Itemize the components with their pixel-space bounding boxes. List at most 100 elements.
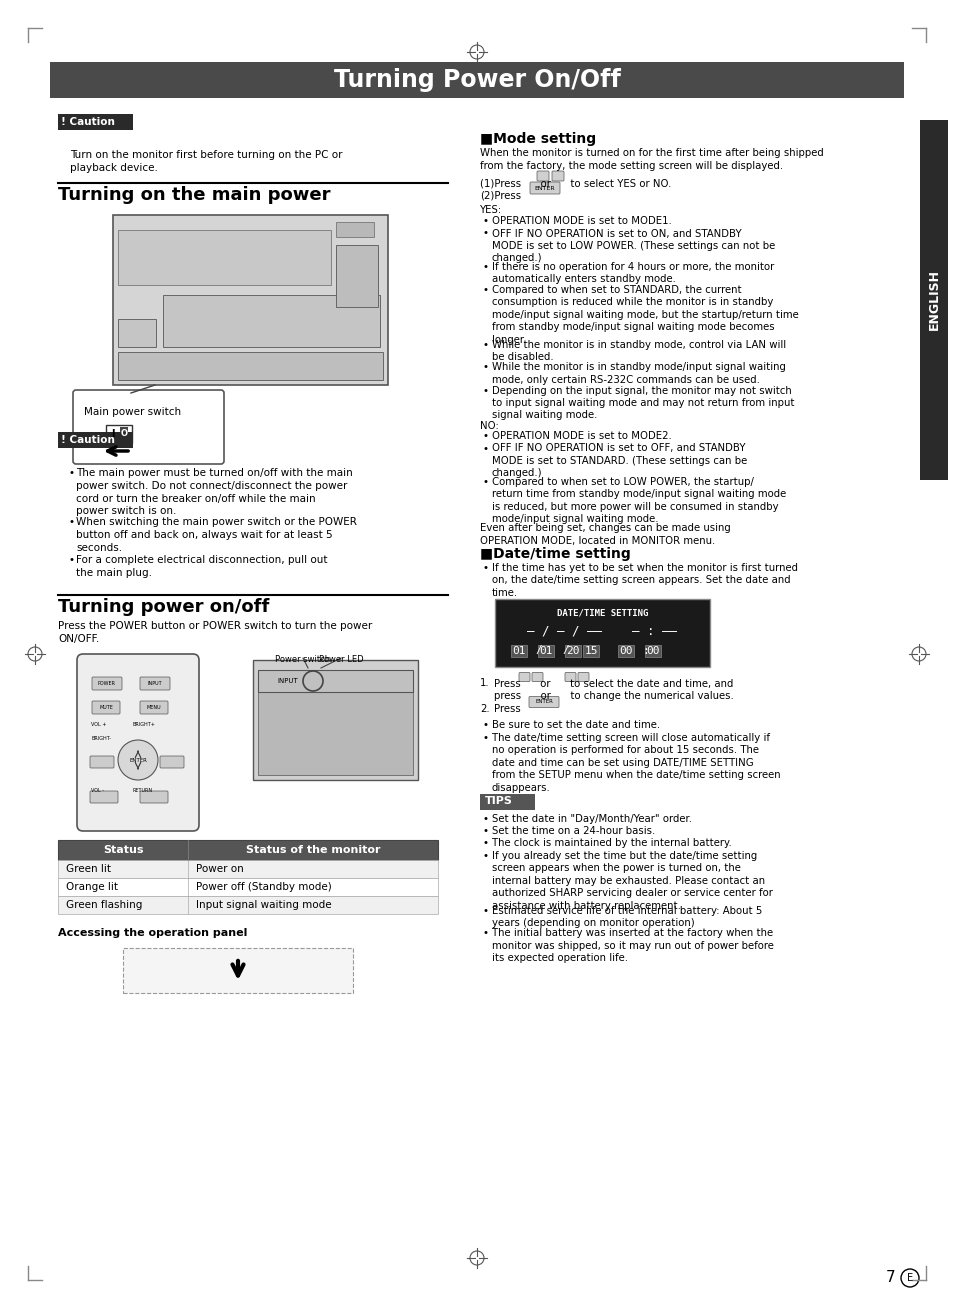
Bar	[582, 645, 598, 657]
Text: Power off (Standby mode): Power off (Standby mode)	[195, 882, 332, 892]
FancyBboxPatch shape	[529, 696, 558, 708]
Bar	[537, 645, 554, 657]
Text: Estimated service life of the internal battery: About 5
years (depending on moni: Estimated service life of the internal b…	[492, 905, 761, 927]
Bar	[618, 645, 634, 657]
Text: Compared to when set to STANDARD, the current
consumption is reduced while the m: Compared to when set to STANDARD, the cu…	[492, 285, 798, 344]
FancyBboxPatch shape	[90, 756, 113, 768]
Text: POWER: POWER	[98, 681, 116, 685]
Circle shape	[118, 740, 158, 780]
Text: 01: 01	[512, 646, 525, 655]
Bar	[118, 352, 382, 381]
FancyBboxPatch shape	[91, 701, 120, 714]
Text: If there is no operation for 4 hours or more, the monitor
automatically enters s: If there is no operation for 4 hours or …	[492, 262, 774, 284]
FancyBboxPatch shape	[160, 756, 184, 768]
Text: VOL -: VOL -	[91, 787, 104, 793]
FancyBboxPatch shape	[73, 390, 224, 464]
FancyBboxPatch shape	[532, 672, 542, 681]
Text: •: •	[482, 443, 489, 454]
Text: RETURN: RETURN	[132, 787, 153, 793]
Text: Press: Press	[494, 705, 520, 714]
Text: 15: 15	[583, 646, 598, 655]
Text: •: •	[482, 386, 489, 395]
Text: 00: 00	[618, 646, 632, 655]
Text: Power LED: Power LED	[318, 655, 363, 664]
Text: The initial battery was inserted at the factory when the
monitor was shipped, so: The initial battery was inserted at the …	[492, 929, 773, 963]
Bar	[58, 859, 437, 878]
Bar	[120, 426, 128, 441]
Text: •: •	[482, 432, 489, 441]
Text: The main power must be turned on/off with the main
power switch. Do not connect/: The main power must be turned on/off wit…	[76, 468, 353, 517]
Text: •: •	[482, 825, 489, 836]
Text: MUTE: MUTE	[99, 705, 112, 710]
Text: E: E	[906, 1273, 912, 1283]
Text: OPERATION MODE is set to MODE1.: OPERATION MODE is set to MODE1.	[492, 216, 671, 226]
Text: Orange lit: Orange lit	[66, 882, 118, 892]
Text: (2)Press: (2)Press	[479, 191, 520, 201]
Text: ENTER: ENTER	[534, 186, 555, 191]
Text: The date/time setting screen will close automatically if
no operation is perform: The date/time setting screen will close …	[492, 732, 780, 793]
FancyBboxPatch shape	[140, 701, 168, 714]
Text: Be sure to set the date and time.: Be sure to set the date and time.	[492, 719, 659, 730]
Text: •: •	[482, 929, 489, 939]
Text: ! Caution: ! Caution	[61, 116, 114, 127]
FancyBboxPatch shape	[578, 672, 588, 681]
Text: While the monitor is in standby mode/input signal waiting
mode, only certain RS-: While the monitor is in standby mode/inp…	[492, 362, 785, 385]
Text: 00: 00	[645, 646, 659, 655]
Text: INPUT: INPUT	[277, 678, 298, 684]
Text: •: •	[482, 905, 489, 916]
FancyBboxPatch shape	[530, 182, 559, 194]
Bar	[112, 215, 388, 385]
Text: If the time has yet to be set when the monitor is first turned
on, the date/time: If the time has yet to be set when the m…	[492, 562, 797, 598]
Text: •: •	[482, 719, 489, 730]
Text: Turning power on/off: Turning power on/off	[58, 598, 269, 616]
Text: Compared to when set to LOW POWER, the startup/
return time from standby mode/in: Compared to when set to LOW POWER, the s…	[492, 477, 785, 525]
Text: Status: Status	[103, 845, 143, 855]
Text: OPERATION MODE is set to MODE2.: OPERATION MODE is set to MODE2.	[492, 432, 671, 441]
Text: For a complete electrical disconnection, pull out
the main plug.: For a complete electrical disconnection,…	[76, 555, 327, 578]
Text: ENGLISH: ENGLISH	[926, 269, 940, 331]
Text: O: O	[120, 429, 128, 438]
FancyBboxPatch shape	[91, 678, 122, 691]
Text: :: :	[642, 646, 649, 655]
Bar	[123, 948, 353, 993]
Text: •: •	[482, 732, 489, 743]
Text: Press      or      to select the date and time, and
press      or      to change: Press or to select the date and time, an…	[494, 679, 733, 701]
Bar	[58, 840, 437, 859]
Text: Power on: Power on	[195, 865, 244, 874]
Bar	[58, 114, 132, 129]
Text: •: •	[482, 285, 489, 296]
Text: Press the POWER button or POWER switch to turn the power
ON/OFF.: Press the POWER button or POWER switch t…	[58, 621, 372, 645]
Bar	[118, 230, 331, 285]
Text: Main power switch: Main power switch	[84, 407, 181, 417]
Text: I: I	[112, 429, 114, 439]
Text: ■Mode setting: ■Mode setting	[479, 132, 596, 146]
FancyBboxPatch shape	[90, 791, 118, 803]
Text: Turn on the monitor first before turning on the PC or
playback device.: Turn on the monitor first before turning…	[70, 150, 342, 173]
FancyBboxPatch shape	[140, 678, 170, 691]
Text: 01: 01	[538, 646, 552, 655]
Text: (1)Press      or      to select YES or NO.: (1)Press or to select YES or NO.	[479, 178, 671, 188]
FancyBboxPatch shape	[140, 791, 168, 803]
Bar	[163, 296, 379, 347]
Bar	[106, 425, 132, 443]
Text: OFF IF NO OPERATION is set to OFF, and STANDBY
MODE is set to STANDARD. (These s: OFF IF NO OPERATION is set to OFF, and S…	[492, 443, 746, 479]
Bar	[479, 794, 535, 810]
Bar	[253, 661, 417, 780]
Text: If you already set the time but the date/time setting
screen appears when the po: If you already set the time but the date…	[492, 852, 772, 910]
Text: The clock is maintained by the internal battery.: The clock is maintained by the internal …	[492, 838, 731, 849]
Text: ENTER: ENTER	[535, 698, 553, 704]
Bar	[644, 645, 660, 657]
Text: 20: 20	[566, 646, 579, 655]
Text: OFF IF NO OPERATION is set to ON, and STANDBY
MODE is set to LOW POWER. (These s: OFF IF NO OPERATION is set to ON, and ST…	[492, 229, 775, 263]
Text: •: •	[482, 216, 489, 226]
Text: When the monitor is turned on for the first time after being shipped
from the fa: When the monitor is turned on for the fi…	[479, 148, 822, 171]
FancyBboxPatch shape	[537, 171, 548, 181]
Text: •: •	[482, 362, 489, 373]
Text: While the monitor is in standby mode, control via LAN will
be disabled.: While the monitor is in standby mode, co…	[492, 340, 785, 362]
Text: INPUT: INPUT	[148, 681, 162, 685]
Text: Green lit: Green lit	[66, 865, 111, 874]
Bar	[511, 645, 526, 657]
Text: — / — / ——    — : ——: — / — / —— — : ——	[527, 624, 677, 637]
Text: 7: 7	[884, 1270, 894, 1286]
Text: •: •	[68, 517, 74, 527]
